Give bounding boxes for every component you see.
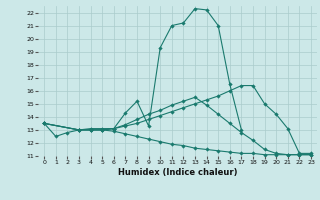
X-axis label: Humidex (Indice chaleur): Humidex (Indice chaleur) — [118, 168, 237, 177]
